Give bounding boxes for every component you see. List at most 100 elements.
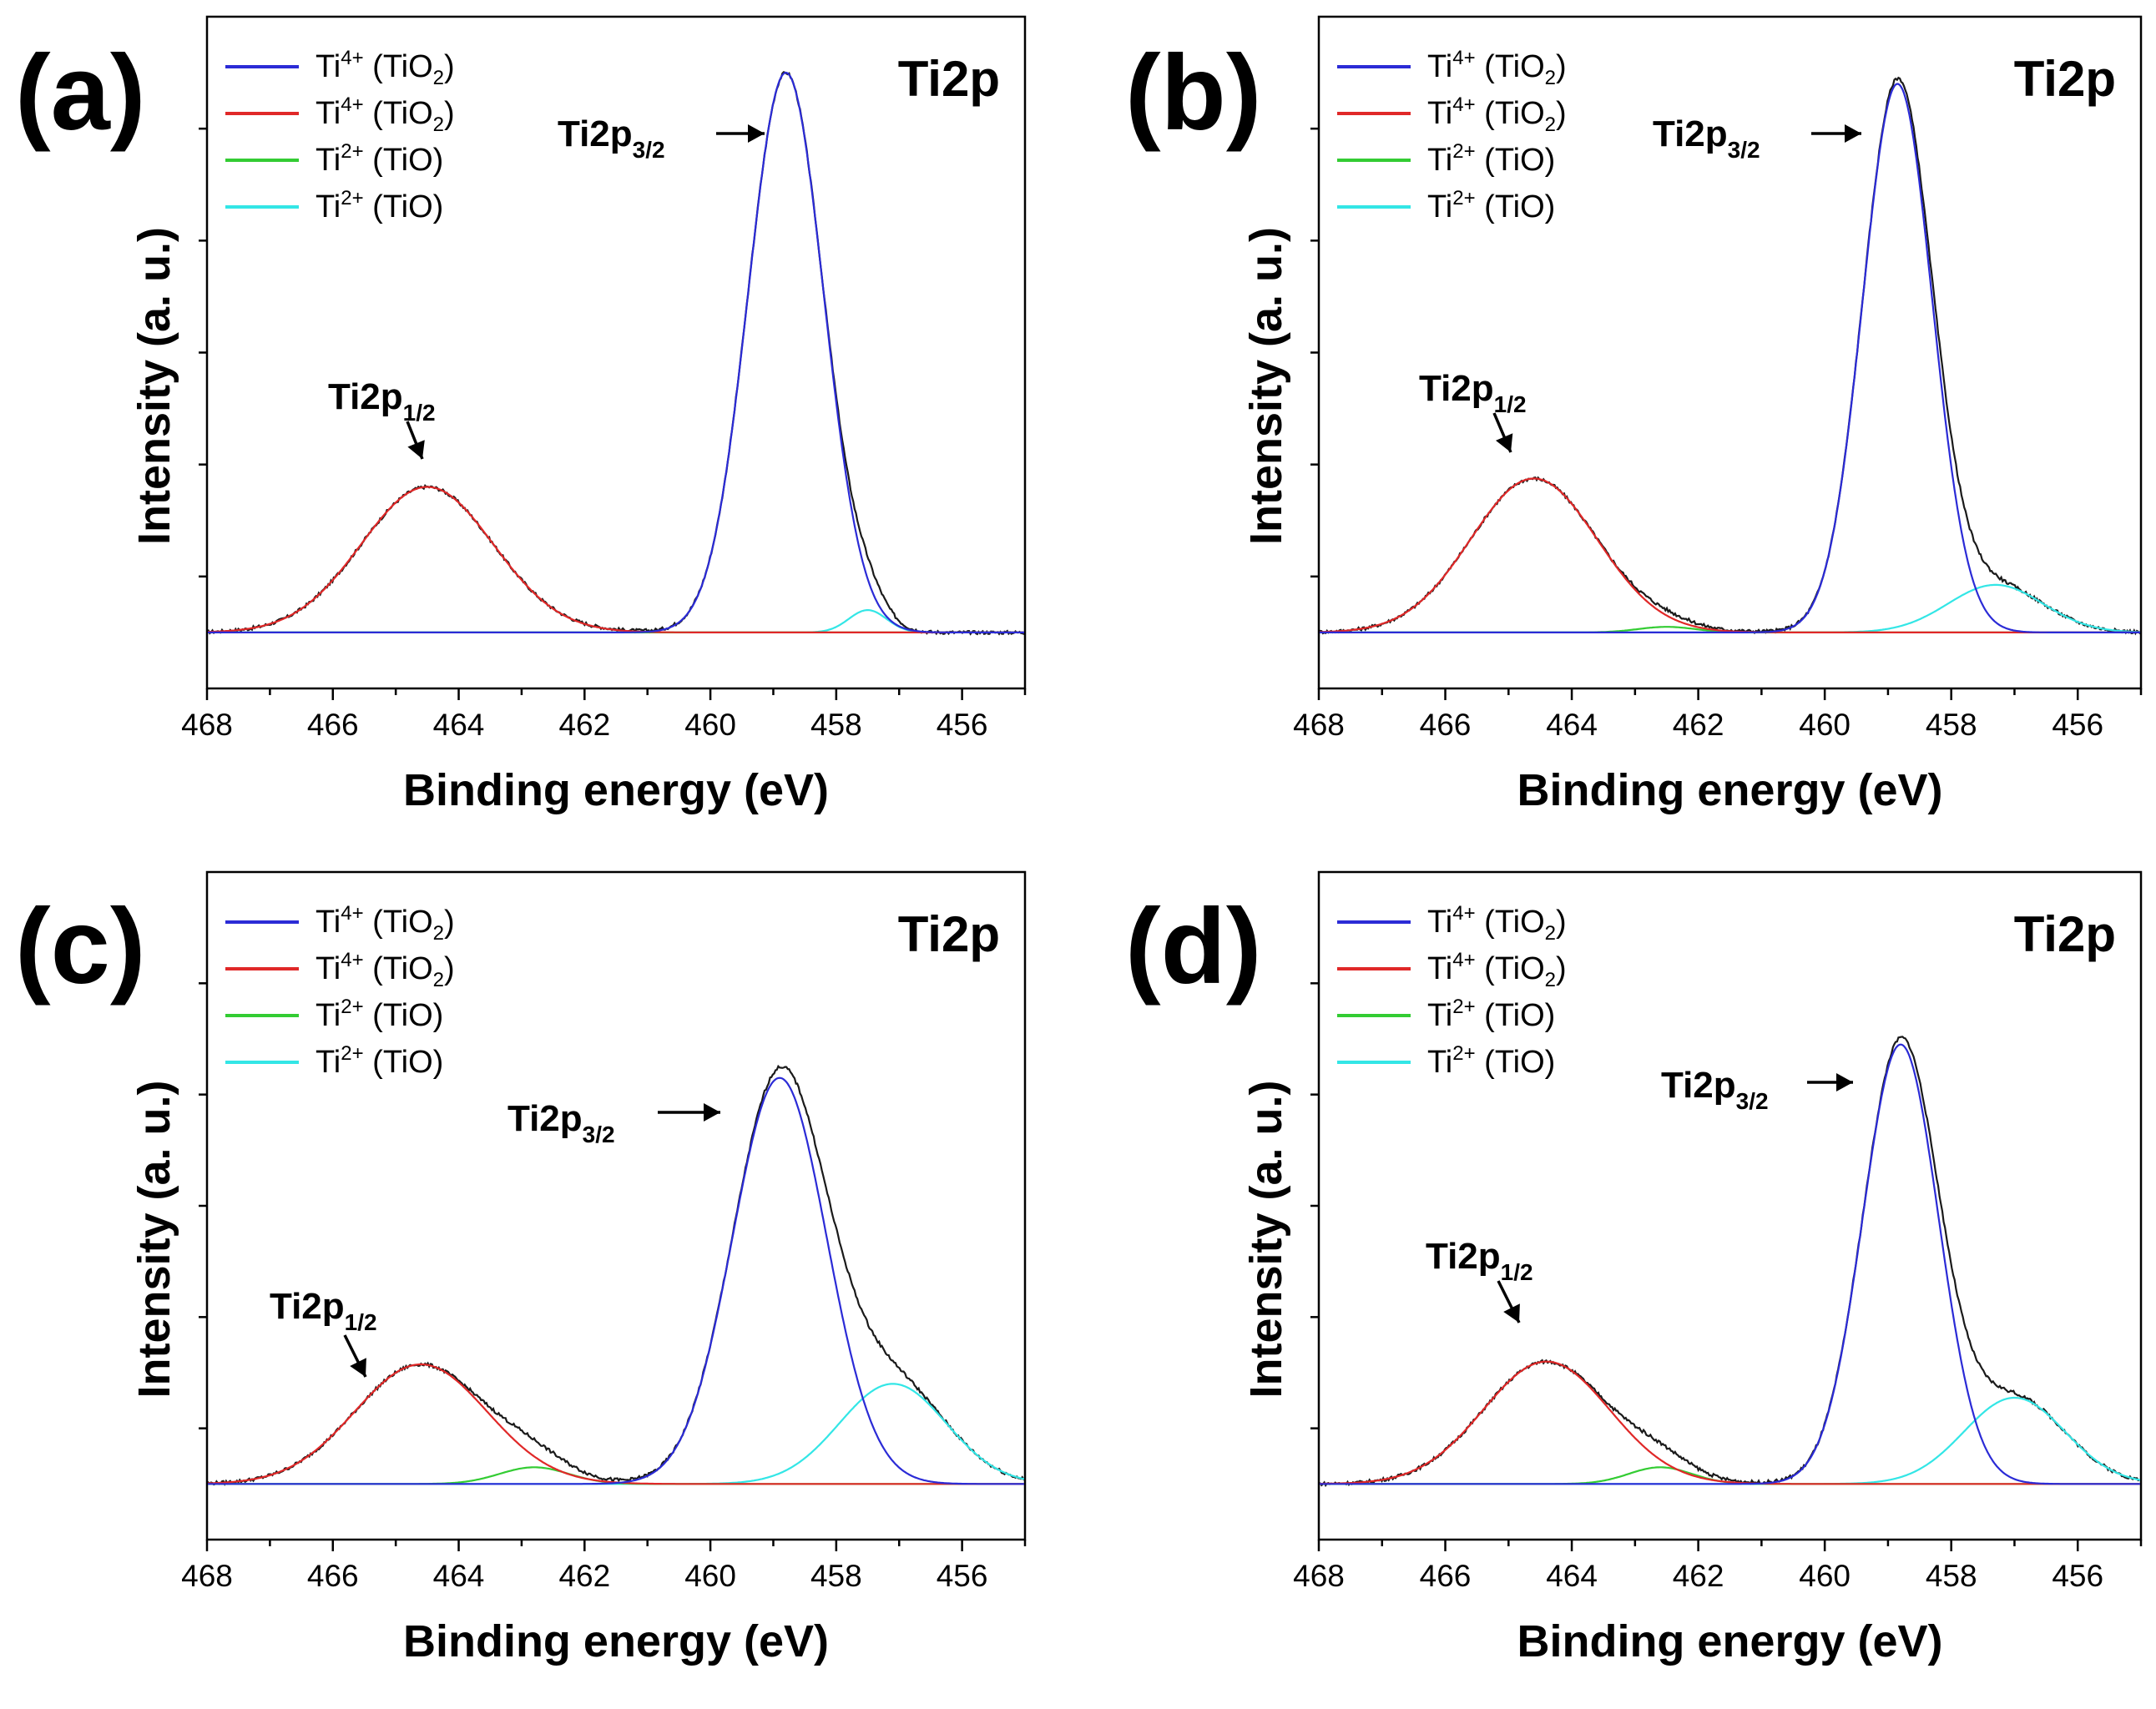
legend-text-main: (TiO) bbox=[1476, 189, 1556, 224]
x-tick-label: 456 bbox=[937, 1559, 988, 1593]
legend-base: Ti bbox=[316, 189, 341, 224]
legend-text-close: ) bbox=[444, 905, 455, 940]
element-label: Ti2p bbox=[898, 51, 1000, 107]
legend-base: Ti bbox=[1427, 189, 1452, 224]
legend-text-main: (TiO bbox=[1476, 951, 1545, 986]
panel-label: (a) bbox=[15, 33, 145, 153]
peak-annotation-label: Ti2p1/2 bbox=[328, 376, 436, 426]
legend-text-close: ) bbox=[444, 96, 455, 131]
legend-text-main: (TiO bbox=[1476, 905, 1545, 940]
panel-label: (d) bbox=[1125, 887, 1261, 1006]
legend-superscript: 4+ bbox=[341, 949, 363, 971]
x-tick-label: 460 bbox=[1799, 1559, 1851, 1593]
legend-text-main: (TiO) bbox=[1476, 998, 1556, 1033]
panel-label: (b) bbox=[1125, 33, 1261, 153]
x-tick-label: 458 bbox=[1926, 708, 1977, 742]
peak-label-base: Ti2p bbox=[1661, 1065, 1736, 1106]
legend-entry: Ti2+ (TiO) bbox=[1427, 140, 1555, 178]
x-tick-label: 464 bbox=[1546, 708, 1598, 742]
x-tick-label: 466 bbox=[307, 1559, 359, 1593]
component-line-1 bbox=[1320, 83, 2140, 634]
chart-panel-d: (d) 468 466 464 462 460 458 456 Binding energy (… bbox=[1125, 870, 2143, 1666]
legend-base: Ti bbox=[316, 905, 341, 940]
arrow-head bbox=[1496, 433, 1513, 452]
legend-text-main: (TiO) bbox=[364, 143, 444, 178]
legend-text-close: ) bbox=[1556, 96, 1567, 131]
legend-subscript: 2 bbox=[433, 922, 444, 945]
x-tick-label: 468 bbox=[181, 708, 233, 742]
peak-annotation-label: Ti2p1/2 bbox=[1419, 368, 1527, 417]
peak-label-base: Ti2p bbox=[558, 113, 633, 154]
legend-entry: Ti4+ (TiO2) bbox=[1427, 902, 1567, 945]
legend-superscript: 2+ bbox=[341, 1042, 363, 1065]
legend-text-close: ) bbox=[444, 951, 455, 986]
x-axis-label: Binding energy (eV) bbox=[1517, 1616, 1942, 1666]
legend-entry: Ti4+ (TiO2) bbox=[316, 949, 455, 991]
legend-superscript: 4+ bbox=[1452, 949, 1475, 971]
chart-panel-a: (a) 468 466 464 462 460 458 456 Binding energy (… bbox=[15, 15, 1027, 815]
x-axis-label: Binding energy (eV) bbox=[403, 1616, 829, 1666]
legend-base: Ti bbox=[316, 49, 341, 84]
x-tick-label: 458 bbox=[810, 708, 862, 742]
x-tick-label: 464 bbox=[1546, 1559, 1598, 1593]
peak-label-base: Ti2p bbox=[270, 1286, 345, 1327]
legend-superscript: 2+ bbox=[1452, 996, 1475, 1018]
y-axis-label: Intensity (a. u.) bbox=[1241, 227, 1291, 545]
x-tick-label: 460 bbox=[684, 1559, 736, 1593]
component-line-2 bbox=[1320, 477, 2140, 634]
peak-annotation-label: Ti2p1/2 bbox=[1426, 1236, 1533, 1285]
legend-base: Ti bbox=[1427, 143, 1452, 178]
chart-panel-b: (b) 468 466 464 462 460 458 456 Binding energy (… bbox=[1125, 15, 2143, 815]
x-tick-label: 466 bbox=[1420, 1559, 1472, 1593]
y-axis-label: Intensity (a. u.) bbox=[129, 227, 179, 545]
arrow-head bbox=[1503, 1303, 1520, 1323]
legend-text-main: (TiO bbox=[1476, 49, 1545, 84]
element-label: Ti2p bbox=[2014, 51, 2116, 107]
peak-annotation-label: Ti2p3/2 bbox=[1653, 113, 1760, 163]
legend-subscript: 2 bbox=[1545, 113, 1556, 136]
x-tick-label: 466 bbox=[307, 708, 359, 742]
x-tick-label: 464 bbox=[433, 1559, 485, 1593]
legend-entry: Ti4+ (TiO2) bbox=[1427, 47, 1567, 89]
peak-label-subscript: 3/2 bbox=[1736, 1088, 1769, 1114]
measured-spectrum-line bbox=[208, 1064, 1024, 1487]
peak-label-subscript: 3/2 bbox=[583, 1122, 615, 1147]
y-axis-label: Intensity (a. u.) bbox=[129, 1080, 179, 1398]
legend-subscript: 2 bbox=[433, 67, 444, 89]
legend-text-main: (TiO) bbox=[364, 1045, 444, 1080]
chart-panel-c: (c) 468 466 464 462 460 458 456 Binding energy (… bbox=[15, 870, 1027, 1666]
legend-text-main: (TiO bbox=[364, 905, 433, 940]
peak-label-base: Ti2p bbox=[1419, 368, 1494, 409]
plot-area bbox=[1320, 76, 2140, 636]
peak-label-subscript: 3/2 bbox=[1728, 137, 1760, 163]
x-axis-label: Binding energy (eV) bbox=[403, 765, 829, 815]
legend-base: Ti bbox=[316, 998, 341, 1033]
legend-base: Ti bbox=[1427, 998, 1452, 1033]
legend-entry: Ti4+ (TiO2) bbox=[1427, 93, 1567, 136]
peak-annotation-label: Ti2p3/2 bbox=[558, 113, 665, 163]
legend-superscript: 2+ bbox=[341, 187, 363, 209]
component-line-4 bbox=[1320, 583, 2140, 634]
legend-entry: Ti2+ (TiO) bbox=[1427, 187, 1555, 224]
legend-text-main: (TiO) bbox=[364, 189, 444, 224]
legend-base: Ti bbox=[316, 96, 341, 131]
legend-text-main: (TiO) bbox=[1476, 1045, 1556, 1080]
y-axis-label: Intensity (a. u.) bbox=[1241, 1080, 1291, 1398]
x-tick-label: 456 bbox=[2052, 1559, 2103, 1593]
legend-entry: Ti4+ (TiO2) bbox=[316, 902, 455, 945]
legend-superscript: 4+ bbox=[1452, 93, 1475, 116]
plot-area bbox=[208, 71, 1024, 636]
legend-entry: Ti2+ (TiO) bbox=[316, 187, 443, 224]
legend-entry: Ti4+ (TiO2) bbox=[316, 47, 455, 89]
legend-superscript: 4+ bbox=[1452, 47, 1475, 69]
legend-superscript: 4+ bbox=[341, 902, 363, 925]
x-tick-label: 458 bbox=[810, 1559, 862, 1593]
peak-annotation-label: Ti2p1/2 bbox=[270, 1286, 377, 1335]
arrow-head bbox=[704, 1103, 720, 1122]
x-tick-label: 466 bbox=[1420, 708, 1472, 742]
peak-label-subscript: 1/2 bbox=[1494, 391, 1527, 417]
component-line-4 bbox=[1320, 1396, 2140, 1485]
x-tick-label: 460 bbox=[684, 708, 736, 742]
legend-subscript: 2 bbox=[1545, 922, 1556, 945]
